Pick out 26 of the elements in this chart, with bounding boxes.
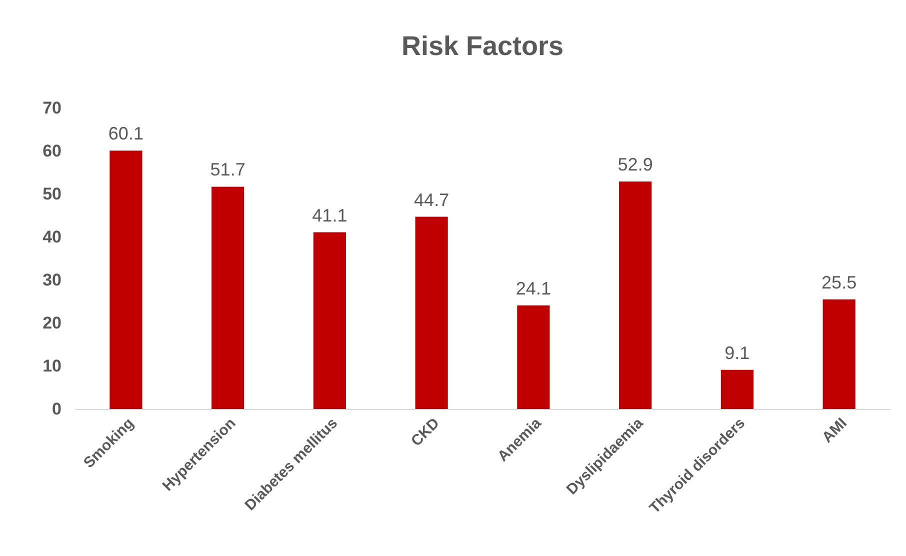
chart-title: Risk Factors	[401, 31, 564, 61]
bar	[313, 232, 346, 409]
y-tick-label: 70	[42, 98, 62, 118]
data-label: 41.1	[312, 205, 348, 226]
x-tick-label: AMI	[818, 414, 850, 446]
bar	[110, 150, 142, 409]
bar	[212, 186, 244, 409]
data-label: 24.1	[516, 278, 551, 298]
data-label: 9.1	[724, 342, 750, 363]
y-tick-label: 30	[42, 270, 62, 290]
data-label: 60.1	[108, 124, 144, 144]
bar	[517, 305, 550, 409]
y-tick-label: 60	[42, 142, 62, 160]
y-tick-label: 40	[42, 228, 62, 246]
bar	[619, 182, 652, 409]
bar	[415, 216, 448, 409]
bar	[720, 370, 754, 409]
data-label: 51.7	[210, 160, 246, 180]
y-tick-label: 10	[42, 356, 62, 376]
data-label: 52.9	[618, 154, 653, 175]
y-tick-label: 0	[52, 400, 62, 418]
y-tick-label: 50	[42, 184, 62, 204]
data-label: 25.5	[822, 272, 857, 292]
y-tick-label: 20	[42, 314, 62, 332]
data-label: 44.7	[414, 190, 450, 210]
bar	[822, 299, 856, 409]
